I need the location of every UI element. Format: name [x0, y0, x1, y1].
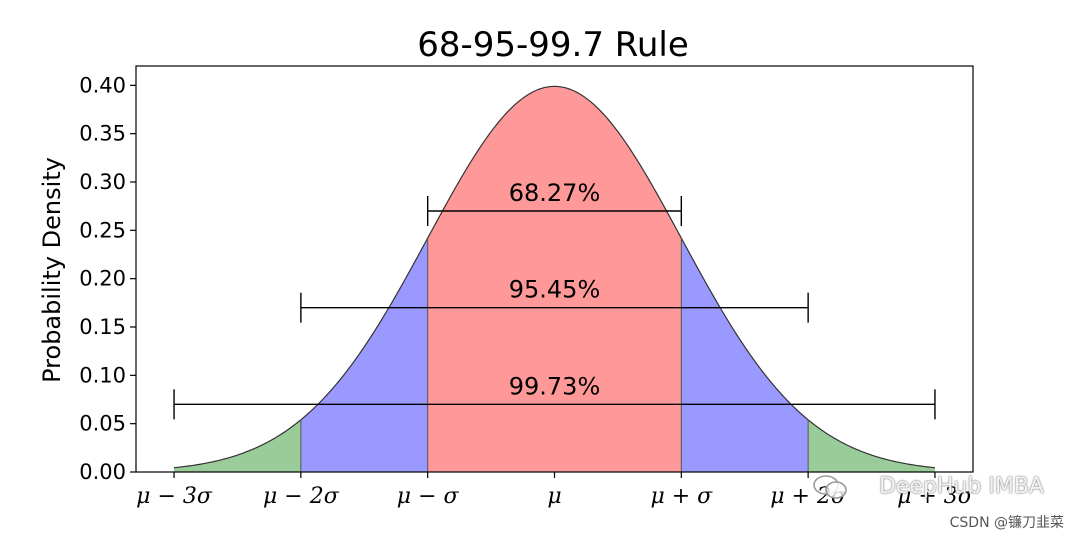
x-tick-label: μ	[547, 484, 561, 509]
region-4	[808, 419, 935, 472]
interval-label: 95.45%	[509, 276, 601, 304]
y-tick-label: 0.40	[79, 73, 126, 97]
region-3	[174, 419, 301, 472]
chart-title: 68-95-99.7 Rule	[417, 25, 689, 65]
y-tick-label: 0.15	[79, 315, 126, 339]
y-tick-label: 0.05	[79, 412, 126, 436]
watermark-main: DeepHub IMBA	[878, 474, 1044, 499]
interval-brackets: 68.27% 95.45% 99.73%	[173, 179, 936, 420]
interval-label: 68.27%	[509, 179, 601, 207]
x-tick-label: μ + 3σ	[897, 484, 974, 509]
x-tick-label: μ − σ	[397, 484, 460, 509]
sigma-boundaries	[300, 238, 809, 472]
y-tick-label: 0.10	[79, 363, 126, 387]
y-tick-label: 0.25	[79, 218, 126, 242]
x-tick-label: μ − 2σ	[263, 484, 340, 509]
interval-label: 99.73%	[509, 372, 601, 400]
wechat-logo-icon	[813, 475, 847, 499]
y-axis-ticks: 0.00 0.05 0.10 0.15 0.20 0.25 0.30 0.35 0.40	[79, 73, 136, 484]
y-tick-label: 0.30	[79, 170, 126, 194]
x-tick-label: μ + σ	[650, 484, 713, 509]
region-0	[427, 86, 682, 472]
y-tick-label: 0.35	[79, 122, 126, 146]
y-axis-title: Probability Density	[38, 157, 66, 383]
y-tick-label: 0.00	[79, 460, 126, 484]
y-tick-label: 0.20	[79, 267, 126, 291]
watermark-sub: CSDN @镰刀韭菜	[949, 515, 1064, 531]
x-tick-label: μ − 3σ	[136, 484, 213, 509]
